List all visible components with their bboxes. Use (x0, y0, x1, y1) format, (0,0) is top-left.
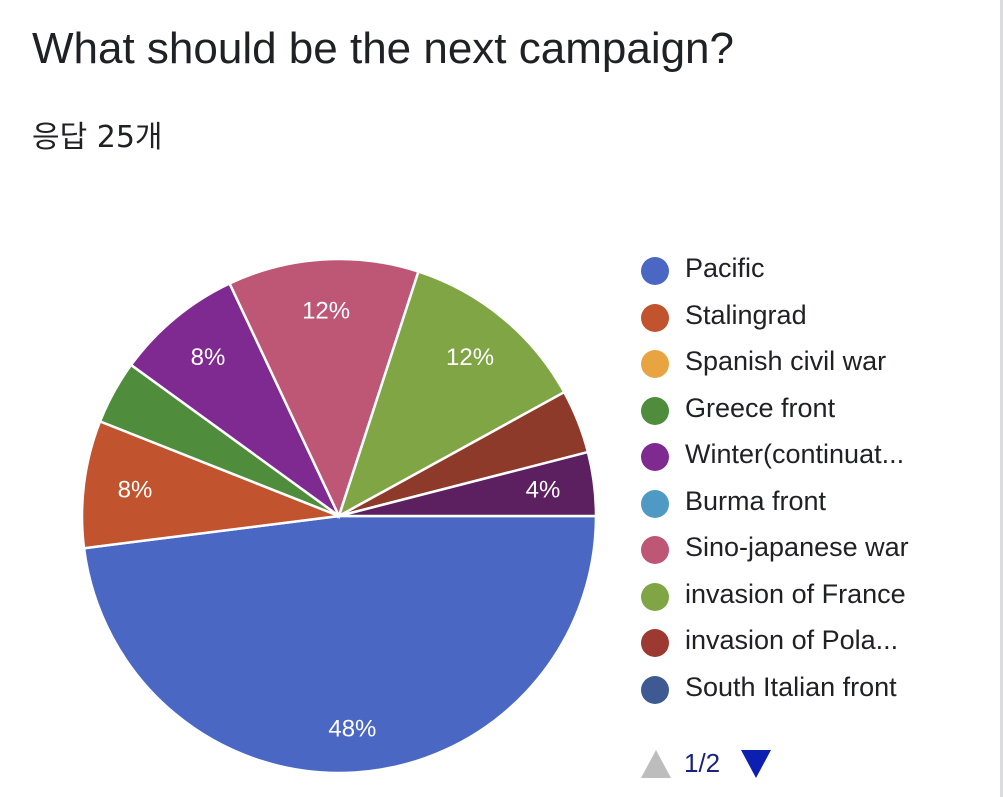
legend-item: Spanish civil war (641, 341, 941, 388)
legend-label: Pacific (685, 253, 765, 283)
legend-swatch (641, 536, 669, 564)
legend-label: Sino-japanese war (685, 532, 909, 562)
legend: Pacific Stalingrad Spanish civil war Greece… (641, 248, 941, 713)
legend-item: Greece front (641, 388, 941, 435)
chart-title: What should be the next campaign? (32, 24, 735, 73)
legend-item: invasion of Pola... (641, 620, 941, 667)
legend-label: Stalingrad (685, 299, 807, 330)
legend-swatch (641, 675, 669, 704)
pie-chart: 48% 8% 8% 12% 12% 4% (80, 257, 598, 775)
pie-slice (82, 514, 598, 775)
legend-swatch (641, 257, 669, 285)
legend-item: South Italian front (641, 667, 941, 714)
legend-label: Spanish civil war (685, 346, 887, 376)
pie-slice (336, 270, 566, 519)
slice-label: 48% (328, 715, 376, 742)
slice-label: 12% (302, 297, 350, 324)
legend-label: Winter(continuat... (685, 439, 905, 469)
legend-label: invasion of France (685, 578, 906, 609)
slice-label: 8% (191, 344, 226, 371)
pie-slice (227, 257, 420, 520)
legend-label: South Italian front (685, 671, 897, 702)
pie-slice (338, 450, 598, 518)
legend-item: invasion of France (641, 574, 941, 621)
legend-label: Greece front (685, 392, 836, 423)
legend-swatch (641, 350, 669, 378)
legend-label: Burma front (685, 485, 827, 516)
slice-label: 4% (526, 477, 561, 504)
legend-item: Stalingrad (641, 295, 941, 342)
legend-swatch (641, 443, 669, 471)
previous-page-icon (641, 750, 671, 778)
slice-label: 12% (446, 344, 494, 371)
legend-item: Burma front (641, 481, 941, 528)
legend-swatch (641, 629, 669, 657)
legend-swatch (641, 303, 669, 332)
legend-item: Pacific (641, 248, 941, 295)
slice-label: 8% (118, 477, 153, 504)
page-indicator: 1/2 (684, 748, 721, 778)
pie-slice (129, 281, 341, 518)
legend-pager: 1/2 (641, 744, 841, 784)
legend-swatch (641, 396, 669, 425)
legend-item: Sino-japanese war (641, 527, 941, 574)
legend-item: Winter(continuat... (641, 434, 941, 481)
scroll-edge (1000, 0, 1003, 797)
next-page-icon[interactable] (741, 750, 771, 778)
legend-swatch (641, 489, 669, 518)
legend-swatch (641, 582, 669, 611)
pie-slice (80, 419, 340, 550)
response-count: 응답 25개 (32, 120, 163, 155)
legend-label: invasion of Pola... (685, 625, 899, 655)
